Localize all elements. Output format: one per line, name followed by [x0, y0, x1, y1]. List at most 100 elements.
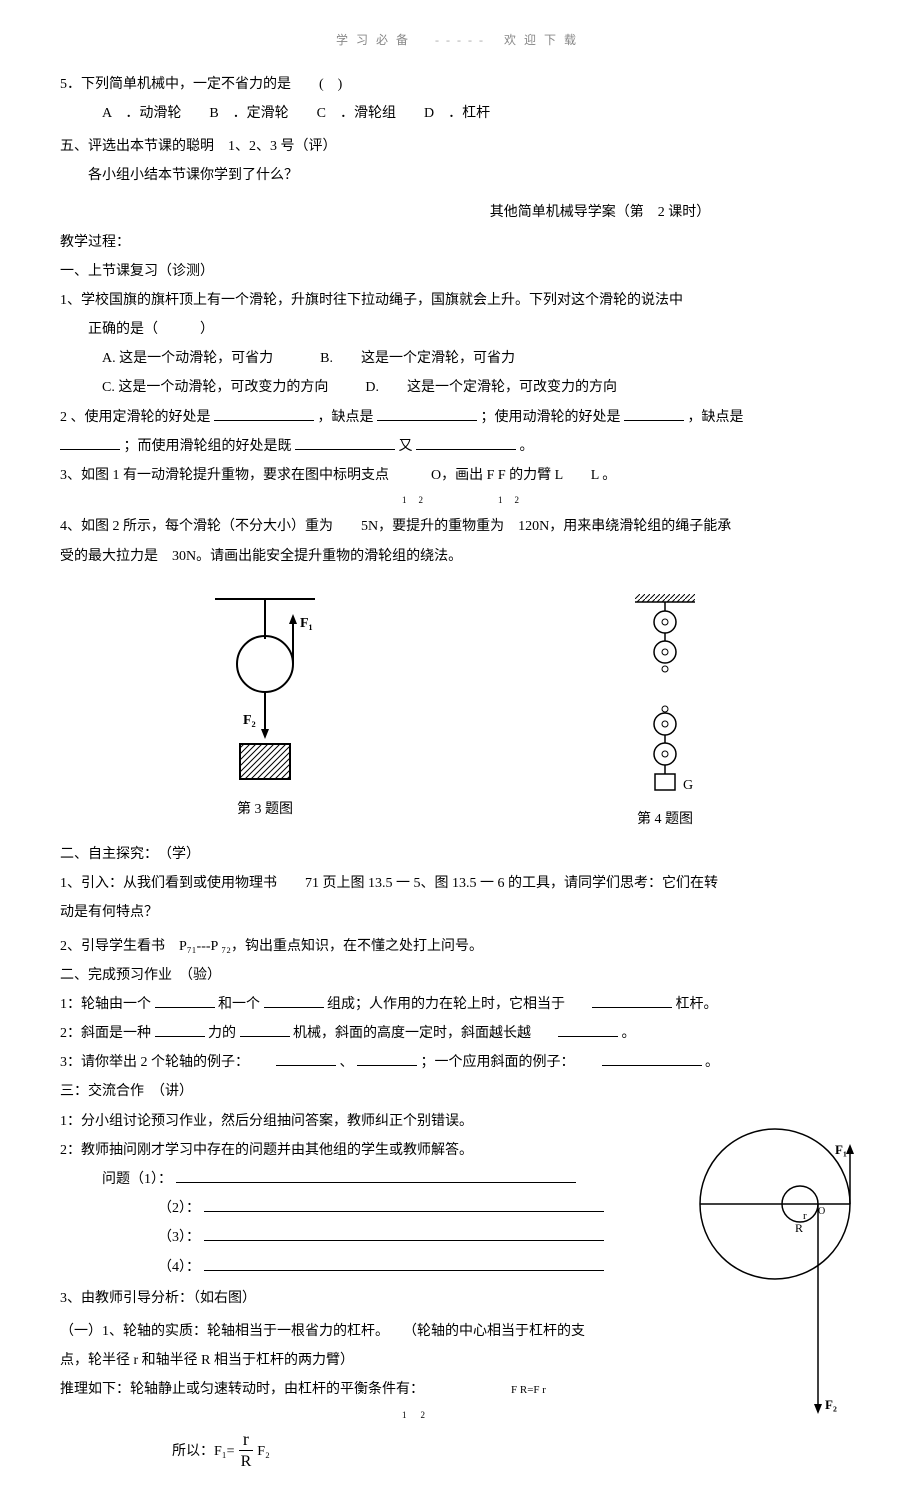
q2-label: （2）：	[158, 1201, 200, 1216]
r2-p1: 2 、使用定滑轮的好处是	[60, 410, 211, 425]
formula1-subs: 12	[60, 1407, 680, 1423]
deriv1: （一）1、轮轴的实质：轮轴相当于一根省力的杠杆。 （轮轴的中心相当于杠杆的支	[60, 1319, 680, 1344]
review1-opts-cd: C. 这是一个动滑轮，可改变力的方向 D. 这是一个定滑轮，可改变力的方向	[60, 375, 860, 400]
blank	[264, 994, 324, 1008]
figure4-svg: G	[605, 589, 725, 799]
f1s1: 1	[402, 1410, 421, 1420]
deriv3: 推理如下：轮轴静止或匀速转动时，由杠杆的平衡条件有： F R=F r	[60, 1377, 680, 1402]
blank	[357, 1052, 417, 1066]
f2-pre: 所以：F₁=	[172, 1439, 235, 1464]
fig4-g-label: G	[683, 778, 693, 793]
p2d: 。	[622, 1026, 636, 1041]
review2b: ；而使用滑轮组的好处是既 又 。	[60, 434, 860, 459]
left-column: 1：分小组讨论预习作业，然后分组抽问答案，教师纠正个别错误。 2：教师抽问刚才学…	[60, 1109, 680, 1478]
coop3: 3、由教师引导分析：（如右图）	[60, 1286, 680, 1311]
formula2: 所以：F₁= r R F₂	[60, 1429, 680, 1474]
sub1: 1	[402, 495, 419, 505]
fig3-caption: 第 3 题图	[195, 797, 335, 822]
wheel-r-label: r	[803, 1210, 807, 1222]
section5-line: 各小组小结本节课你学到了什么？	[60, 163, 860, 188]
preview1: 1：轮轴由一个 和一个 组成；人作用的力在轮上时，它相当于 杠杆。	[60, 992, 860, 1017]
blank	[416, 436, 516, 450]
blank	[558, 1023, 618, 1037]
review3-subs: 12 12	[60, 492, 860, 508]
header-divider: - - - - -	[435, 33, 485, 47]
p1d: 杠杆。	[676, 997, 718, 1012]
process-label: 教学过程：	[60, 230, 860, 255]
figure3-svg: F₁ F₂	[195, 589, 335, 789]
blank	[176, 1169, 576, 1183]
r2-p7: 。	[520, 439, 534, 454]
section2b-title: 二、完成预习作业 （验）	[60, 963, 860, 988]
review1-opts-ab: A. 这是一个动滑轮，可省力 B. 这是一个定滑轮，可省力	[60, 346, 860, 371]
explore1-l1: 1、引入：从我们看到或使用物理书 71 页上图 13.5 一 5、图 13.5 …	[60, 871, 860, 896]
section5-title: 五、评选出本节课的聪明 1、2、3 号（评）	[60, 134, 860, 159]
wheel-O-label: O	[818, 1206, 825, 1217]
review3: 3、如图 1 有一动滑轮提升重物，要求在图中标明支点 O，画出 F F 的力臂 …	[60, 463, 860, 488]
p3b: 、	[340, 1055, 354, 1070]
blank	[295, 436, 395, 450]
p2a: 2：斜面是一种	[60, 1026, 151, 1041]
p3a: 3：请你举出 2 个轮轴的例子：	[60, 1055, 249, 1070]
wheel-figure-block: r R O F₁ F₂	[680, 1109, 860, 1478]
sub3: 1	[498, 495, 515, 505]
p1b: 和一个	[218, 997, 260, 1012]
lesson2-title-text: 其他简单机械导学案（第 2 课时）	[490, 205, 711, 220]
review1-stem: 1、学校国旗的旗杆顶上有一个滑轮，升旗时往下拉动绳子，国旗就会上升。下列对这个滑…	[60, 288, 860, 313]
question4: （4）：	[60, 1255, 680, 1280]
blank	[240, 1023, 290, 1037]
p2c: 机械，斜面的高度一定时，斜面越长越	[293, 1026, 531, 1041]
blank	[377, 407, 477, 421]
figure3-block: F₁ F₂ 第 3 题图	[195, 589, 335, 822]
p1a: 1：轮轴由一个	[60, 997, 151, 1012]
review1-stem2: 正确的是（ ）	[60, 317, 860, 342]
q3-label: （3）：	[158, 1230, 200, 1245]
question2: （2）：	[60, 1196, 680, 1221]
sub2: 2	[419, 495, 436, 505]
p1c: 组成；人作用的力在轮上时，它相当于	[327, 997, 565, 1012]
fig3-f2-label: F₂	[243, 713, 256, 728]
blank	[204, 1227, 604, 1241]
explore2: 2、引导学生看书 P₇₁---P ₇₂，钩出重点知识，在不懂之处打上问号。	[60, 934, 860, 959]
q5-stem: 5．下列简单机械中，一定不省力的是 ( )	[60, 72, 860, 97]
blank	[214, 407, 314, 421]
explore1-l2: 动是有何特点？	[60, 900, 860, 925]
header-right: 欢迎下载	[504, 33, 584, 47]
r2-p3: ；使用动滑轮的好处是	[481, 410, 621, 425]
d3-text: 推理如下：轮轴静止或匀速转动时，由杠杆的平衡条件有：	[60, 1382, 424, 1397]
blank	[204, 1257, 604, 1271]
blank	[155, 994, 215, 1008]
r3-text: 3、如图 1 有一动滑轮提升重物，要求在图中标明支点 O，画出 F F 的力臂 …	[60, 468, 616, 483]
f2-post: F₂	[257, 1439, 270, 1464]
sub4: 2	[515, 495, 532, 505]
review4-l2: 受的最大拉力是 30N。请画出能安全提升重物的滑轮组的绕法。	[60, 544, 860, 569]
wheel-f1-label: F₁	[835, 1142, 847, 1157]
fig3-f1-label: F₁	[300, 616, 313, 631]
wheel-figure-svg: r R O F₁ F₂	[680, 1119, 860, 1429]
preview3: 3：请你举出 2 个轮轴的例子： 、 ；一个应用斜面的例子： 。	[60, 1050, 860, 1075]
q4-label: （4）：	[158, 1260, 200, 1275]
header-left: 学习必备	[336, 33, 416, 47]
p3d: 。	[705, 1055, 719, 1070]
q5-options: A ．动滑轮 B ．定滑轮 C ．滑轮组 D ．杠杆	[60, 101, 860, 126]
f1s2: 2	[421, 1410, 440, 1420]
review2: 2 、使用定滑轮的好处是 ，缺点是 ；使用动滑轮的好处是 ，缺点是	[60, 405, 860, 430]
review1-d: D. 这是一个定滑轮，可改变力的方向	[365, 380, 617, 395]
page-header: 学习必备 - - - - - 欢迎下载	[60, 30, 860, 52]
section2-title: 二、自主探究： （学）	[60, 842, 860, 867]
coop1: 1：分小组讨论预习作业，然后分组抽问答案，教师纠正个别错误。	[60, 1109, 680, 1134]
fig4-caption: 第 4 题图	[605, 807, 725, 832]
blank	[624, 407, 684, 421]
p2b: 力的	[208, 1026, 236, 1041]
blank	[155, 1023, 205, 1037]
content-with-figure: 1：分小组讨论预习作业，然后分组抽问答案，教师纠正个别错误。 2：教师抽问刚才学…	[60, 1109, 860, 1478]
r2-p2: ，缺点是	[318, 410, 374, 425]
r2-p4: ，缺点是	[688, 410, 744, 425]
blank	[602, 1052, 702, 1066]
wheel-f2-label: F₂	[825, 1397, 837, 1412]
figure4-block: G 第 4 题图	[605, 589, 725, 832]
wheel-R-label: R	[795, 1221, 803, 1235]
figures-row: F₁ F₂ 第 3 题图	[60, 589, 860, 832]
f2-num: r	[239, 1429, 253, 1452]
blank	[204, 1198, 604, 1212]
